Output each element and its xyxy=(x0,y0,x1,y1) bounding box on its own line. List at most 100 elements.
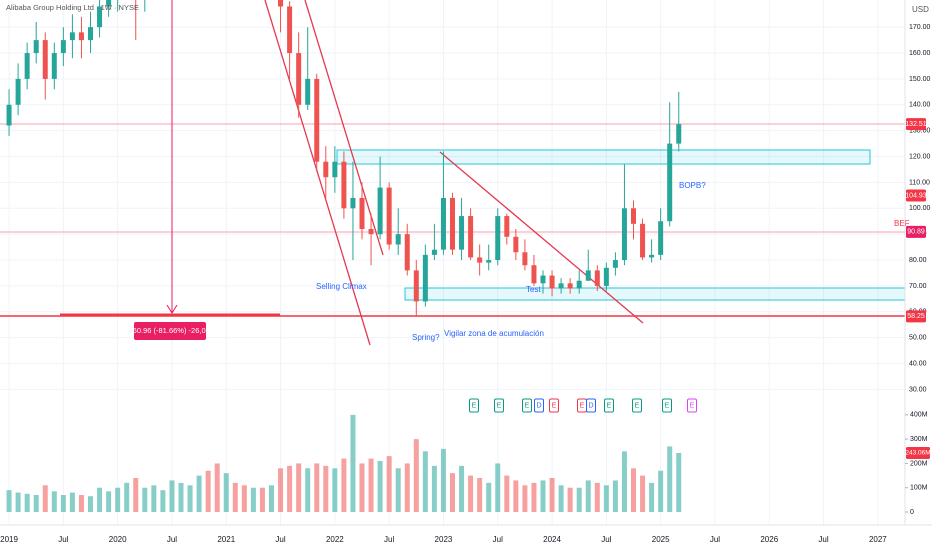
candle-body xyxy=(78,32,84,41)
x-tick-label: 2025 xyxy=(652,535,670,544)
x-tick-label: Jul xyxy=(384,535,394,544)
event-marker xyxy=(522,398,532,413)
candle-body xyxy=(540,275,546,284)
volume-bar xyxy=(15,492,21,512)
volume-bar xyxy=(142,487,148,512)
candle-body xyxy=(612,260,618,268)
volume-bar xyxy=(133,478,139,512)
y-tick-label: 160.00 xyxy=(909,50,931,57)
annotation: BOPB? xyxy=(679,181,706,190)
candle-body xyxy=(649,254,655,258)
event-label: D xyxy=(588,402,593,409)
annotation: Selling Climax xyxy=(316,282,367,291)
volume-bar xyxy=(187,485,193,512)
trend-line xyxy=(264,0,371,346)
price-pane xyxy=(6,0,682,317)
event-label: E xyxy=(580,402,585,409)
candle-body xyxy=(60,40,66,54)
candle-body xyxy=(33,40,39,54)
volume-bar xyxy=(667,446,673,512)
volume-bar xyxy=(468,475,474,512)
candle-body xyxy=(450,197,455,250)
candle-body xyxy=(341,161,347,209)
x-tick-label: Jul xyxy=(275,535,285,544)
x-tick-label: 2020 xyxy=(109,535,127,544)
volume-bar xyxy=(395,468,401,512)
price-tag-label: 90.89 xyxy=(907,229,925,236)
candle-body xyxy=(106,0,112,7)
volume-bar xyxy=(214,463,220,512)
candle-body xyxy=(621,208,627,261)
volume-bar xyxy=(88,496,93,512)
candle-body xyxy=(395,234,401,245)
volume-bar xyxy=(305,468,311,512)
volume-bar xyxy=(404,463,410,512)
x-tick-label: 2022 xyxy=(326,535,344,544)
candle-body xyxy=(69,32,75,41)
annotation: Vigilar zona de acumulación xyxy=(444,329,544,338)
volume-bar xyxy=(558,485,564,512)
candle-body xyxy=(305,78,311,105)
volume-bar xyxy=(341,458,347,512)
volume-bar xyxy=(649,482,655,512)
candle-body xyxy=(477,257,483,263)
measure-box xyxy=(134,322,206,340)
y-tick-label: 120.00 xyxy=(909,153,931,160)
price-tag xyxy=(906,118,926,131)
volume-tag xyxy=(906,446,930,459)
volume-bar xyxy=(413,439,419,512)
volume-bar xyxy=(33,495,39,512)
y-tick-label: 80.00 xyxy=(909,257,927,264)
candle-body xyxy=(431,249,437,255)
annotation: Spring? xyxy=(412,333,440,342)
price-tag xyxy=(906,310,926,323)
event-label: E xyxy=(552,402,557,409)
x-tick-label: 2019 xyxy=(0,535,18,544)
y-tick-label: 50.00 xyxy=(909,335,927,342)
candle-body xyxy=(15,78,21,105)
candle-body xyxy=(404,234,410,271)
volume-bar xyxy=(259,487,265,512)
volume-bar xyxy=(368,458,374,512)
x-tick-label: 2026 xyxy=(760,535,778,544)
volume-bar xyxy=(576,487,582,512)
candle-body xyxy=(558,283,564,289)
annotation: BEF xyxy=(894,219,910,228)
candle-body xyxy=(504,216,510,237)
drawings xyxy=(0,0,905,346)
volume-bar xyxy=(232,482,238,512)
volume-bar xyxy=(377,461,383,512)
event-label: D xyxy=(536,402,541,409)
event-label: E xyxy=(635,402,640,409)
candle-body xyxy=(576,280,582,289)
volume-bar xyxy=(531,482,537,512)
x-tick-label: 2021 xyxy=(217,535,235,544)
candle-body xyxy=(567,283,573,289)
volume-bar xyxy=(151,485,157,512)
y-tick-label: 130.00 xyxy=(909,128,931,135)
price-tag-label: 132.51 xyxy=(905,121,927,128)
y-tick-label: 40.00 xyxy=(909,360,927,367)
currency-label: USD xyxy=(912,5,929,14)
volume-bar xyxy=(513,480,519,512)
volume-bar xyxy=(450,473,455,512)
x-tick-label: Jul xyxy=(167,535,177,544)
volume-bar xyxy=(205,470,211,512)
event-marker xyxy=(632,398,642,413)
volume-bar xyxy=(160,490,166,512)
y-tick-label: 140.00 xyxy=(909,102,931,109)
price-tag-label: 104.93 xyxy=(905,192,927,199)
event-label: E xyxy=(665,402,670,409)
volume-bar xyxy=(124,482,130,512)
axes: 2019 Jul 2020 Jul 2021 Jul 2022 Jul 2023 Jul 2024 J… xyxy=(0,24,930,544)
trend-line xyxy=(304,0,384,256)
event-marker xyxy=(662,398,672,413)
volume-bar xyxy=(422,451,428,512)
volume-bar xyxy=(24,493,30,512)
event-marker xyxy=(549,398,559,413)
candle-body xyxy=(314,78,320,162)
volume-bar xyxy=(658,470,664,512)
candle-body xyxy=(413,270,419,302)
volume-bar xyxy=(269,485,274,512)
accumulation-zone xyxy=(404,287,905,301)
